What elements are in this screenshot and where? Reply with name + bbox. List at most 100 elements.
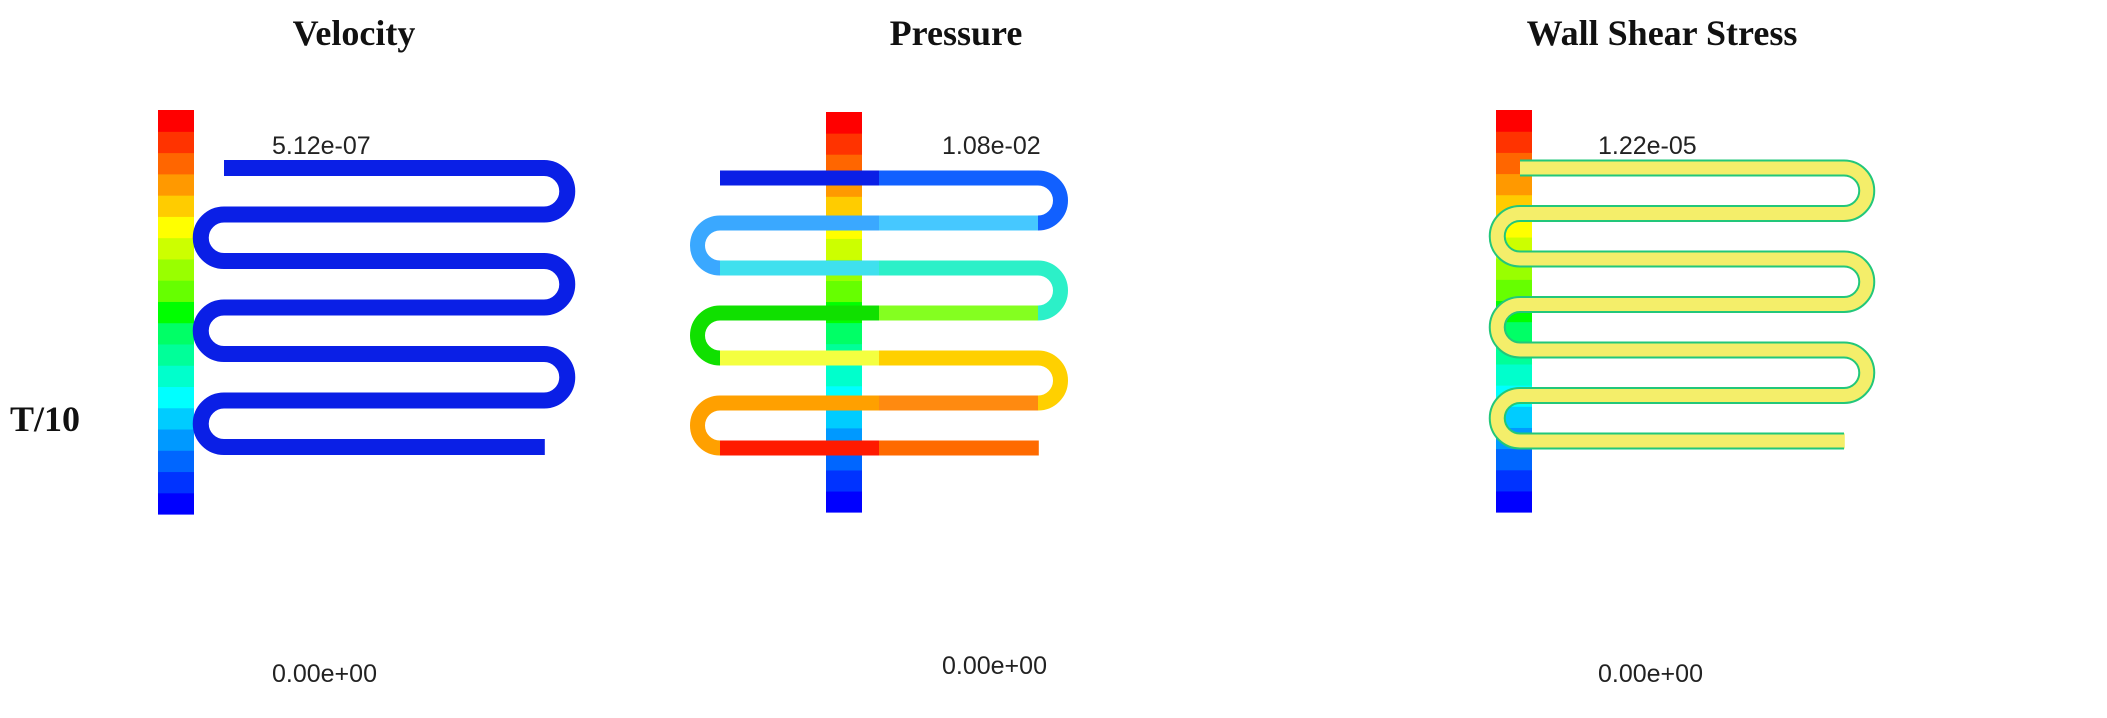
pressure-max-label: 1.08e-02 (942, 132, 1041, 160)
pressure-colorbar (826, 112, 862, 513)
velocity-channel-row (224, 346, 545, 362)
title-velocity: Velocity (292, 13, 416, 53)
velocity-channel (192, 160, 576, 455)
velocity-channel-bend (543, 346, 576, 409)
velocity-channel-row (224, 160, 545, 176)
velocity-min-label: 0.00e+00 (272, 660, 377, 688)
velocity-colorbar-swatch (158, 131, 194, 154)
velocity-colorbar-swatch (158, 407, 194, 430)
pressure-colorbar-swatch (826, 469, 862, 492)
wss-channel-edge (1843, 174, 1861, 207)
velocity-colorbar-swatch (158, 301, 194, 324)
velocity-colorbar-swatch (158, 343, 194, 366)
title-wall-shear-stress: Wall Shear Stress (1526, 13, 1798, 53)
velocity-channel-bend (543, 160, 576, 223)
pressure-colorbar-swatch (826, 490, 862, 513)
pressure-channel-row (879, 260, 1039, 276)
wss-channel-bend (1843, 342, 1875, 403)
velocity-channel-row (224, 206, 545, 223)
velocity-colorbar-swatch (158, 280, 194, 302)
wss-channel-row (1520, 433, 1845, 449)
pressure-channel-row (879, 305, 1039, 321)
pressure-channel-row (879, 440, 1039, 456)
pressure-channel-row (879, 215, 1039, 231)
wss-channel (1488, 159, 1876, 450)
pressure-channel-bend (1037, 350, 1068, 411)
wss-channel-edge (1843, 250, 1876, 313)
wss-channel-edge (1488, 205, 1521, 268)
pressure-channel-bend (690, 305, 721, 366)
velocity-colorbar-swatch (158, 471, 194, 494)
pressure-channel (690, 170, 1068, 456)
title-pressure: Pressure (889, 13, 1023, 53)
wss-channel-edge (1843, 265, 1861, 298)
velocity-colorbar-swatch (158, 237, 194, 260)
wss-channel-edge (1843, 356, 1861, 389)
pressure-colorbar-swatch (826, 280, 862, 303)
velocity-colorbar-swatch (158, 173, 194, 196)
wss-channel-row (1520, 160, 1845, 176)
velocity-colorbar-swatch (158, 216, 194, 239)
pressure-panel: 1.08e-02 0.00e+00 (690, 112, 1440, 700)
pressure-channel-row (879, 170, 1039, 186)
pressure-channel-bend (1037, 170, 1068, 231)
wss-channel-row (1520, 297, 1845, 312)
pressure-channel-row (720, 260, 880, 276)
pressure-channel-row (720, 440, 880, 456)
velocity-channel-row (224, 439, 545, 455)
wss-channel-edge (1488, 296, 1521, 359)
wss-colorbar-swatch (1496, 131, 1532, 153)
velocity-channel-bend (192, 206, 225, 269)
wss-channel-bend (1489, 206, 1521, 267)
wss-plot (1488, 110, 1876, 513)
wss-colorbar-swatch (1496, 279, 1532, 302)
pressure-colorbar-swatch (826, 322, 862, 345)
velocity-plot (158, 110, 576, 515)
velocity-colorbar-swatch (158, 492, 194, 515)
velocity-colorbar-swatch (158, 152, 194, 175)
pressure-colorbar-swatch (826, 112, 862, 134)
velocity-colorbar-swatch (158, 195, 194, 217)
pressure-channel-row (720, 170, 880, 186)
wss-max-label: 1.22e-05 (1598, 132, 1697, 160)
wss-channel-row (1520, 388, 1845, 403)
wss-channel-bend (1843, 160, 1875, 221)
wss-channel-edge (1503, 311, 1521, 344)
pressure-channel-row (879, 395, 1039, 411)
pressure-channel-bend (1037, 260, 1068, 321)
wss-colorbar-swatch (1496, 363, 1532, 386)
velocity-colorbar-swatch (158, 450, 194, 473)
pressure-colorbar-swatch (826, 238, 862, 260)
wss-colorbar-swatch (1496, 110, 1532, 132)
pressure-colorbar-swatch (826, 196, 862, 218)
pressure-channel-row (720, 305, 880, 321)
velocity-colorbar-swatch (158, 386, 194, 409)
wss-channel-bend (1843, 251, 1875, 312)
pressure-channel-row (720, 350, 880, 366)
wss-colorbar-swatch (1496, 173, 1532, 196)
velocity-channel-bend (192, 392, 225, 455)
wss-colorbar-swatch (1496, 469, 1532, 492)
wss-channel-bend (1489, 388, 1521, 449)
pressure-colorbar-swatch (826, 364, 862, 387)
wss-colorbar-swatch (1496, 448, 1532, 471)
velocity-colorbar-swatch (158, 258, 194, 281)
velocity-channel-row (224, 253, 545, 269)
velocity-colorbar-swatch (158, 322, 194, 345)
velocity-channel-row (224, 299, 545, 316)
velocity-max-label: 5.12e-07 (272, 132, 371, 160)
pressure-min-label: 0.00e+00 (942, 652, 1047, 680)
wss-channel-row (1520, 342, 1845, 358)
velocity-panel: 5.12e-07 0.00e+00 (158, 110, 770, 700)
wss-channel-edge (1503, 402, 1521, 435)
pressure-channel-row (879, 350, 1039, 366)
pressure-channel-bend (690, 395, 721, 456)
wss-channel-edge (1843, 159, 1876, 222)
wss-channel-edge (1488, 387, 1521, 450)
wss-channel-bend (1489, 297, 1521, 358)
wss-channel-edge (1503, 220, 1521, 253)
wss-channel-row (1520, 251, 1845, 267)
velocity-colorbar-swatch (158, 110, 194, 132)
row-label-time: T/10 (10, 399, 81, 439)
velocity-channel-bend (543, 253, 576, 316)
